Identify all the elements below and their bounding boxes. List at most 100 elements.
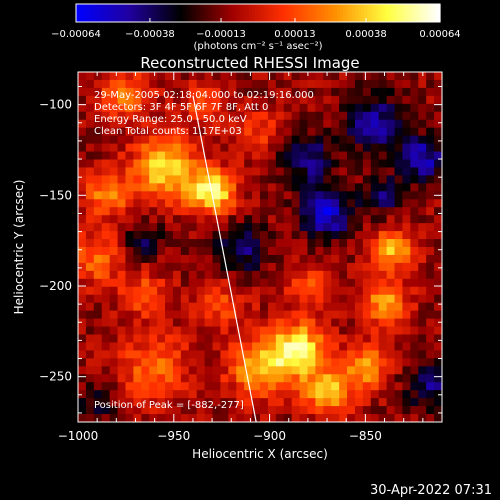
heatmap-cell [275,207,285,216]
heatmap-cell [267,111,277,121]
heatmap-cell [347,310,356,320]
heatmap-cell [315,286,324,296]
heatmap-cell [188,247,198,256]
heatmap-cell [260,151,269,160]
heatmap-cell [267,119,277,129]
heatmap-cell [378,159,388,168]
heatmap-cell [307,143,316,153]
heatmap-cell [418,366,427,375]
heatmap-cell [117,207,126,216]
heatmap-cell [85,119,95,129]
heatmap-cell [78,247,87,256]
heatmap-cell [315,326,324,335]
heatmap-cell [299,199,308,208]
heatmap-cell [307,262,316,272]
heatmap-cell [244,119,253,129]
colorbar-swatch [136,4,141,22]
heatmap-cell [339,254,348,264]
heatmap-cell [244,302,253,312]
heatmap-cell [236,183,245,192]
heatmap-cell [228,87,237,97]
heatmap-cell [315,366,324,375]
heatmap-cell [331,175,340,184]
heatmap-cell [354,103,364,113]
heatmap-cell [220,175,229,184]
heatmap-cell [260,143,269,153]
heatmap-cell [117,72,126,81]
heatmap-cell [418,191,427,200]
heatmap-cell [418,406,427,415]
heatmap-cell [307,390,316,399]
heatmap-cell [394,223,403,232]
heatmap-cell [331,414,340,422]
heatmap-cell [370,302,380,312]
heatmap-cell [252,414,261,422]
heatmap-cell [125,342,134,351]
heatmap-cell [141,398,150,407]
heatmap-cell [283,254,293,264]
heatmap-cell [267,326,277,335]
heatmap-cell [362,342,372,351]
heatmap-cell [133,103,142,113]
heatmap-cell [125,239,134,248]
heatmap-cell [93,254,103,264]
heatmap-cell [323,175,332,184]
heatmap-cell [275,183,285,192]
heatmap-cell [236,382,245,391]
heatmap-cell [394,350,403,359]
heatmap-cell [236,278,245,288]
heatmap-cell [362,87,372,97]
heatmap-cell [212,310,221,320]
colorbar-swatch [254,4,259,22]
heatmap-cell [157,95,166,105]
heatmap-cell [196,310,206,320]
heatmap-cell [323,350,332,359]
heatmap-cell [196,183,206,192]
heatmap-cell [125,247,134,256]
heatmap-cell [426,414,435,422]
heatmap-cell [362,159,372,168]
heatmap-cell [331,215,340,224]
heatmap-cell [236,247,245,256]
heatmap-cell [188,262,198,272]
heatmap-cell [244,199,253,208]
heatmap-cell [299,350,308,359]
x-tick-label: −850 [349,429,382,443]
heatmap-cell [315,103,324,113]
heatmap-cell [117,398,126,407]
heatmap-cell [93,151,103,160]
heatmap-cell [157,350,166,359]
heatmap-cell [386,414,396,422]
heatmap-cell [101,318,111,328]
heatmap-cell [172,72,182,81]
heatmap-cell [133,79,142,89]
heatmap-cell [109,207,119,216]
heatmap-cell [93,350,103,359]
heatmap-cell [331,318,340,328]
heatmap-cell [275,111,285,121]
heatmap-cell [275,143,285,153]
heatmap-cell [267,215,277,224]
heatmap-cell [180,398,190,407]
heatmap-cell [299,342,308,351]
heatmap-cell [196,358,206,367]
heatmap-cell [188,183,198,192]
heatmap-cell [402,334,411,343]
heatmap-cell [228,334,237,343]
colorbar-ticks: −0.00064 −0.00038 −0.00013 0.00013 0.00038 0.… [51,18,461,40]
heatmap-cell [172,318,182,328]
heatmap-cell [418,72,427,81]
heatmap-cell [410,72,419,81]
heatmap-cell [78,175,87,184]
heatmap-cell [362,302,372,312]
heatmap-cell [85,326,95,335]
heatmap-cell [252,111,261,121]
heatmap-cell [78,366,87,375]
heatmap-cell [101,135,111,145]
heatmap-cell [228,127,237,137]
heatmap-cell [252,79,261,89]
heatmap-cell [315,247,324,256]
heatmap-cell [252,254,261,264]
heatmap-cell [394,167,403,176]
heatmap-cell [252,127,261,137]
